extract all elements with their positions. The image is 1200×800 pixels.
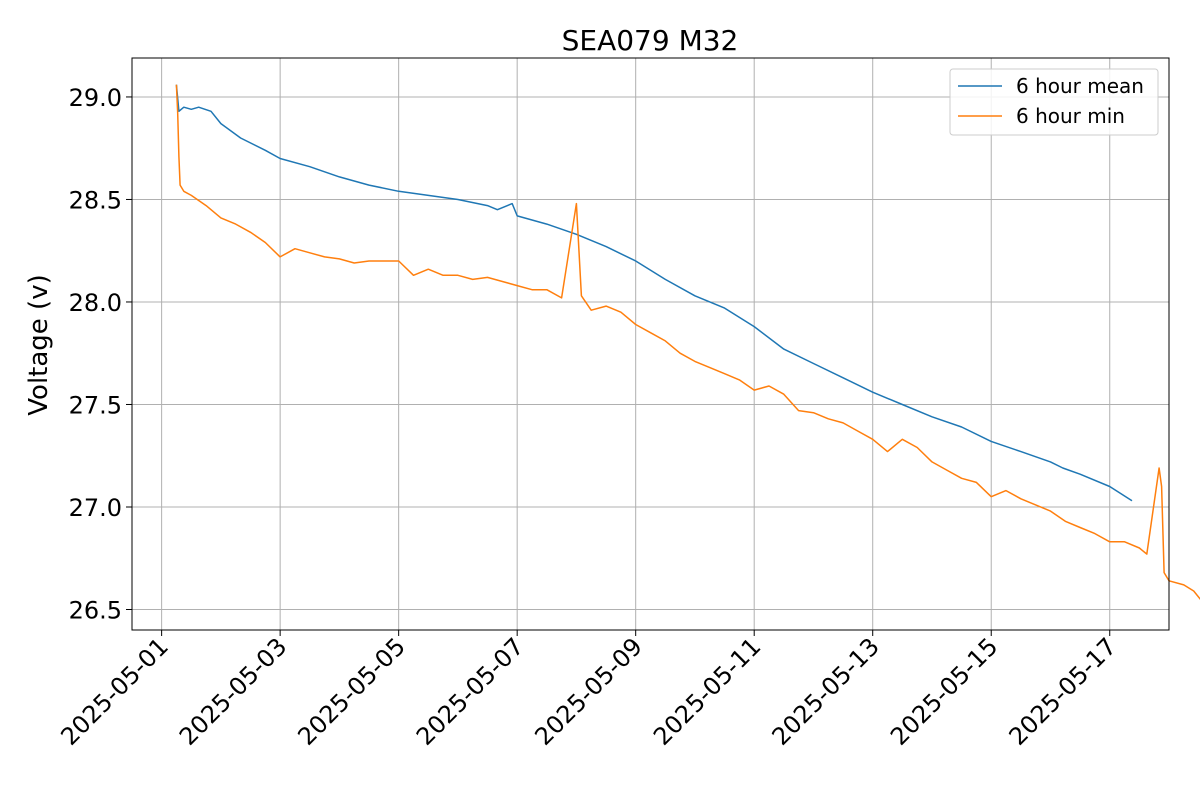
x-tick-label: 2025-05-03 bbox=[174, 632, 292, 750]
y-tick-label: 27.0 bbox=[69, 494, 122, 522]
x-tick-label: 2025-05-11 bbox=[648, 632, 766, 750]
series-line-6-hour-mean bbox=[175, 84, 1133, 502]
y-axis-ticks: 26.5 27.0 27.5 28.0 28.5 29.0 bbox=[69, 84, 132, 624]
plot-area-frame bbox=[131, 57, 1170, 631]
x-tick-label: 2025-05-13 bbox=[767, 632, 885, 750]
grid-lines bbox=[132, 58, 1169, 630]
x-tick-label: 2025-05-05 bbox=[292, 632, 410, 750]
x-tick-label: 2025-05-07 bbox=[411, 632, 529, 750]
x-axis-ticks: 2025-05-01 2025-05-03 2025-05-05 2025-05-07… bbox=[55, 630, 1122, 751]
legend-label-min: 6 hour min bbox=[1016, 104, 1125, 128]
x-tick-label: 2025-05-17 bbox=[1004, 632, 1122, 750]
y-tick-label: 29.0 bbox=[69, 84, 122, 112]
series-line-6-hour-min bbox=[175, 84, 1200, 601]
legend-label-mean: 6 hour mean bbox=[1016, 74, 1144, 98]
x-tick-label: 2025-05-15 bbox=[885, 632, 1003, 750]
y-tick-label: 26.5 bbox=[69, 596, 122, 624]
y-tick-label: 28.5 bbox=[69, 186, 122, 214]
y-axis-label: Voltage (v) bbox=[24, 274, 54, 415]
series-lines bbox=[175, 84, 1200, 601]
chart-legend: 6 hour mean 6 hour min bbox=[949, 68, 1159, 136]
y-tick-label: 27.5 bbox=[69, 391, 122, 419]
chart-title: SEA079 M32 bbox=[562, 24, 739, 57]
x-tick-label: 2025-05-09 bbox=[529, 632, 647, 750]
x-tick-label: 2025-05-01 bbox=[55, 632, 173, 750]
y-tick-label: 28.0 bbox=[69, 289, 122, 317]
